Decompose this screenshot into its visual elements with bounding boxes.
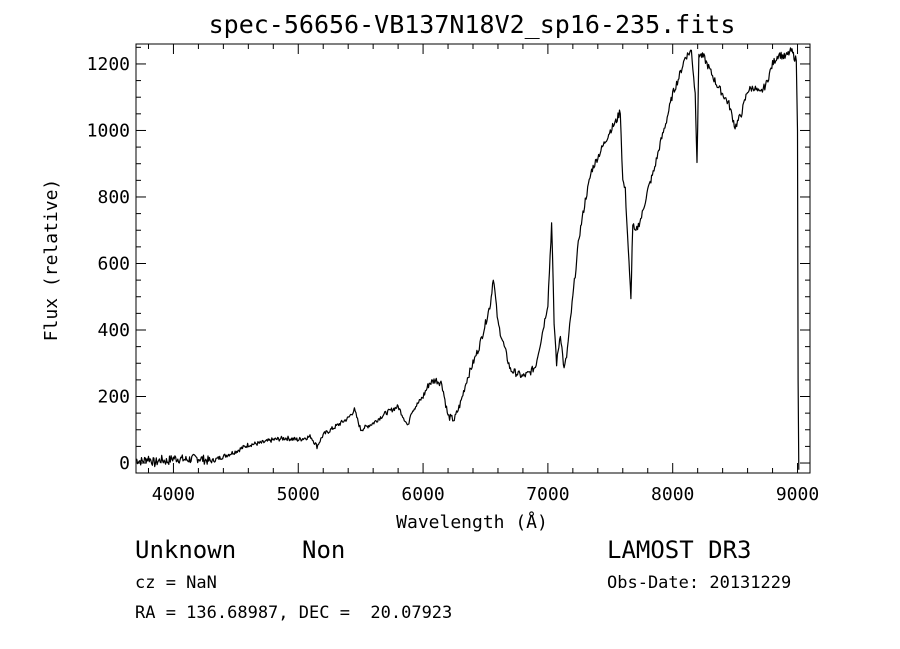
x-tick-label: 4000 [152,484,195,505]
x-tick-label: 6000 [401,484,444,505]
spectrum-chart: spec-56656-VB137N18V2_sp16-235.fits 4000… [41,10,819,533]
x-tick-label: 8000 [651,484,694,505]
x-tick-label: 7000 [526,484,569,505]
y-axis-label: Flux (relative) [41,179,62,342]
y-tick-label: 1200 [87,54,130,75]
plot-frame [135,43,811,474]
y-tick-label: 1000 [87,120,130,141]
obs-date: Obs-Date: 20131229 [607,573,792,593]
survey-label: LAMOST DR3 [607,536,752,564]
x-tick-label: 9000 [776,484,819,505]
y-tick-label: 600 [97,253,130,274]
x-axis-label: Wavelength (Å) [396,511,548,533]
object-class: Unknown [135,536,237,564]
x-tick-label: 5000 [277,484,320,505]
plot-border [135,43,811,474]
y-tick-label: 800 [97,187,130,208]
chart-title: spec-56656-VB137N18V2_sp16-235.fits [209,10,736,39]
y-axis: 0 200 400 600 800 1000 1200 [87,46,810,474]
object-subclass: Non [302,536,346,564]
y-tick-label: 400 [97,320,130,341]
redshift-cz: cz = NaN [135,573,217,593]
y-tick-label: 200 [97,387,130,408]
x-axis: 4000 5000 6000 7000 8000 9000 [147,44,819,505]
coordinates: RA = 136.68987, DEC = 20.07923 [135,603,453,623]
y-tick-label: 0 [119,453,130,474]
flux-series-line [135,47,800,470]
